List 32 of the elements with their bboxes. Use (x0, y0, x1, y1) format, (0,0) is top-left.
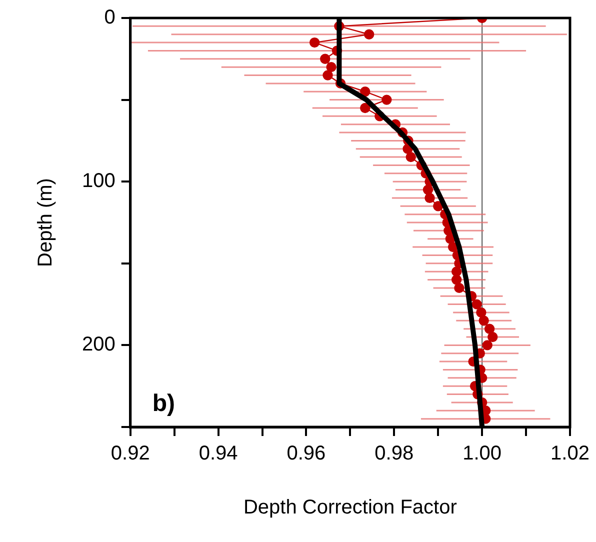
point (360, 102, 370, 114)
x-tick-label: 1.02 (550, 442, 590, 465)
point (360, 86, 370, 97)
point (472, 299, 482, 310)
point (478, 316, 489, 326)
y-axis-title: Depth (m) (34, 178, 57, 267)
point (326, 62, 336, 72)
point (454, 282, 464, 294)
point (322, 70, 333, 80)
point (476, 307, 486, 318)
x-tick-label: 0.94 (198, 442, 238, 465)
x-tick-label: 1.00 (462, 442, 502, 465)
point (451, 274, 462, 285)
x-tick-label: 0.92 (110, 442, 150, 465)
point (451, 266, 462, 277)
point (309, 37, 320, 48)
y-tick-label: 100 (82, 170, 116, 192)
point (382, 94, 392, 105)
y-tick-label: 0 (104, 6, 116, 29)
point (320, 54, 330, 64)
x-axis-title: Depth Correction Factor (243, 496, 458, 519)
point (482, 340, 492, 350)
point (484, 324, 495, 334)
point (406, 152, 416, 162)
y-tick-label: 200 (82, 334, 116, 356)
point (424, 192, 435, 204)
x-tick-label: 0.98 (374, 442, 414, 465)
x-tick-label: 0.96 (286, 442, 326, 465)
annotation: b) (152, 390, 176, 417)
point (422, 184, 434, 195)
point (488, 332, 498, 342)
point (364, 29, 374, 40)
